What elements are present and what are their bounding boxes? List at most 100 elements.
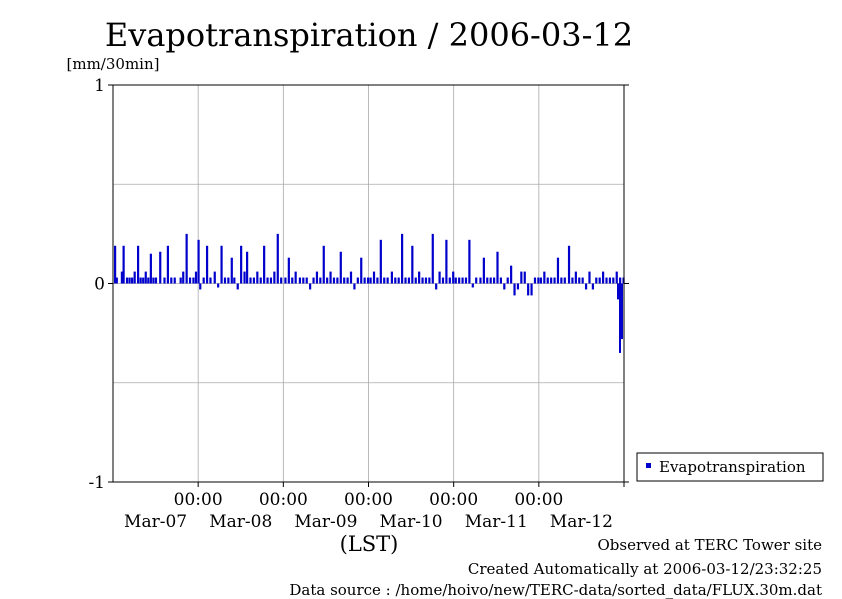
bar bbox=[120, 271, 124, 284]
bar bbox=[173, 277, 176, 284]
bar bbox=[458, 277, 461, 284]
bar bbox=[136, 245, 140, 284]
bar bbox=[154, 277, 158, 284]
bar bbox=[581, 277, 584, 284]
bar bbox=[243, 271, 246, 284]
legend-label: Evapotranspiration bbox=[659, 458, 806, 476]
bar bbox=[115, 277, 118, 284]
bar bbox=[319, 277, 322, 284]
bar bbox=[428, 277, 431, 284]
bar bbox=[139, 277, 142, 284]
bar bbox=[276, 233, 279, 284]
bar bbox=[197, 239, 200, 284]
bar bbox=[149, 253, 152, 284]
bar bbox=[372, 271, 376, 284]
bar bbox=[322, 245, 325, 284]
bar bbox=[489, 277, 492, 284]
bar bbox=[369, 277, 372, 284]
bar bbox=[560, 277, 563, 284]
legend-box bbox=[636, 452, 824, 482]
bar bbox=[492, 277, 496, 284]
bar bbox=[414, 277, 417, 284]
bar bbox=[411, 245, 414, 284]
bar bbox=[353, 283, 356, 290]
bar bbox=[366, 277, 370, 284]
bar-end bbox=[619, 283, 621, 353]
bar bbox=[249, 277, 252, 284]
bar bbox=[523, 271, 526, 284]
footer-site: Observed at TERC Tower site bbox=[597, 536, 822, 554]
x-tick-time: 00:00 bbox=[514, 490, 563, 510]
bar bbox=[266, 277, 269, 284]
bar bbox=[170, 277, 173, 284]
bar bbox=[612, 277, 615, 284]
bar bbox=[520, 271, 523, 284]
bar bbox=[567, 245, 571, 284]
bar bbox=[192, 277, 195, 284]
bar bbox=[513, 283, 516, 296]
bar bbox=[550, 277, 553, 284]
x-tick-date: Mar-08 bbox=[209, 512, 272, 532]
bar bbox=[159, 251, 162, 284]
bar bbox=[499, 277, 503, 284]
bar bbox=[131, 277, 134, 284]
bar bbox=[227, 277, 230, 284]
bar bbox=[125, 277, 129, 284]
bar bbox=[591, 283, 594, 290]
bar bbox=[574, 271, 577, 284]
bar bbox=[386, 277, 389, 284]
x-tick-date: Mar-11 bbox=[465, 512, 528, 532]
bars bbox=[114, 233, 625, 353]
bar bbox=[533, 277, 537, 284]
x-tick-date: Mar-12 bbox=[550, 512, 613, 532]
bar bbox=[294, 271, 297, 284]
legend-swatch bbox=[646, 463, 651, 468]
bar bbox=[152, 277, 155, 284]
bar bbox=[144, 271, 147, 284]
bar bbox=[605, 277, 608, 284]
bar bbox=[263, 245, 266, 284]
x-axis-label: (LST) bbox=[340, 532, 399, 556]
bar bbox=[329, 271, 332, 284]
bar-end bbox=[617, 283, 619, 300]
bar bbox=[339, 251, 342, 284]
bar bbox=[233, 277, 236, 284]
bar bbox=[539, 277, 543, 284]
bar bbox=[363, 277, 366, 284]
bar bbox=[543, 271, 546, 284]
bar bbox=[147, 277, 150, 284]
bar bbox=[510, 265, 513, 284]
bar bbox=[223, 277, 227, 284]
y-tick-label: 1 bbox=[94, 76, 105, 96]
bar bbox=[202, 277, 205, 284]
bar bbox=[287, 257, 290, 284]
bar bbox=[179, 277, 182, 284]
bar bbox=[598, 277, 601, 284]
bar bbox=[503, 283, 506, 290]
bar-end bbox=[621, 283, 623, 340]
y-axis-unit: [mm/30min] bbox=[67, 55, 160, 73]
bar bbox=[217, 283, 220, 288]
bar bbox=[486, 277, 489, 284]
bar bbox=[284, 277, 287, 284]
x-tick-time: 00:00 bbox=[344, 490, 393, 510]
x-ticks: 00:00Mar-0700:00Mar-0800:00Mar-0900:00Ma… bbox=[124, 482, 625, 532]
bar bbox=[128, 277, 131, 284]
bar bbox=[185, 233, 188, 284]
bar bbox=[608, 277, 612, 284]
bar bbox=[315, 271, 319, 284]
y-ticks: 1 0 -1 bbox=[88, 76, 629, 493]
bar bbox=[205, 245, 209, 284]
bar bbox=[506, 277, 509, 284]
bar bbox=[546, 277, 549, 284]
bar bbox=[246, 251, 249, 284]
bar bbox=[188, 277, 192, 284]
bar bbox=[468, 239, 471, 284]
bar bbox=[379, 239, 382, 284]
bar bbox=[563, 277, 566, 284]
bar bbox=[269, 277, 273, 284]
bar bbox=[122, 245, 125, 284]
bar bbox=[407, 277, 411, 284]
bar bbox=[309, 283, 312, 290]
footer-source: Data source : /home/hoivo/new/TERC-data/… bbox=[289, 581, 822, 599]
